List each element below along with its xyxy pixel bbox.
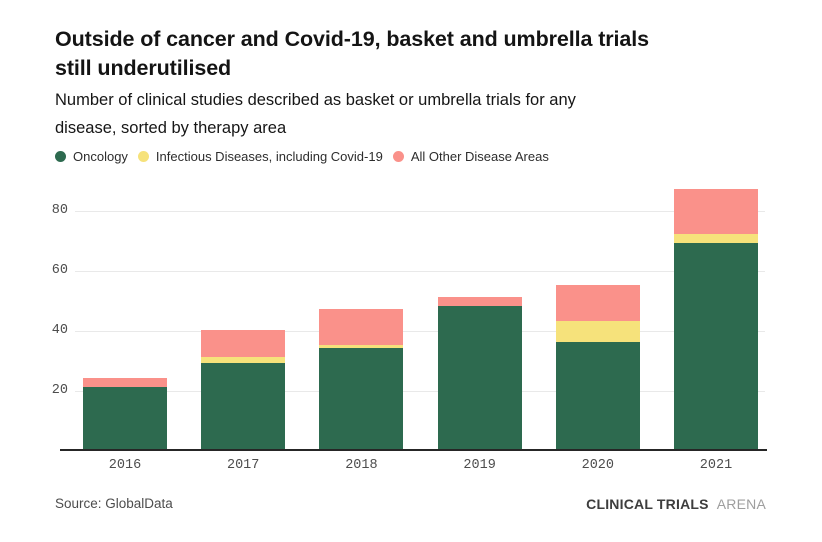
gridline-20: [75, 391, 765, 392]
chart-subtitle-line1: Number of clinical studies described as …: [55, 91, 576, 109]
legend-label: Infectious Diseases, including Covid-19: [155, 149, 383, 164]
gridline-80: [75, 211, 765, 212]
y-axis-tick-60: 60: [51, 263, 68, 278]
source-note: Source: GlobalData: [55, 496, 173, 511]
legend-label: Oncology: [73, 149, 128, 164]
chart-subtitle: Number of clinical studies described as …: [55, 87, 785, 142]
bar-segment-2017-oncology: [201, 363, 286, 450]
chart-title-line1: Outside of cancer and Covid-19, basket a…: [55, 27, 649, 51]
legend-item-other: All Other Disease Areas: [392, 149, 549, 164]
x-axis-tick-2018: 2018: [345, 458, 378, 473]
stacked-bar-2019: [437, 297, 522, 450]
x-axis-line: [60, 449, 767, 451]
chart-title: Outside of cancer and Covid-19, basket a…: [55, 25, 785, 83]
logo-bold-text: CLINICAL TRIALS: [586, 496, 709, 512]
x-axis-tick-2017: 2017: [226, 458, 260, 473]
legend-item-infectious: Infectious Diseases, including Covid-19: [137, 149, 383, 164]
chart-legend: Oncology Infectious Diseases, including …: [55, 149, 549, 164]
x-axis-tick-2016: 2016: [108, 458, 142, 473]
legend-label: All Other Disease Areas: [410, 149, 549, 164]
bar-segment-2017-all-other-disease-areas: [201, 330, 286, 357]
logo-light-text: ARENA: [716, 496, 766, 512]
x-axis-tick-2019: 2019: [463, 458, 496, 473]
chart-subtitle-line2: disease, sorted by therapy area: [55, 118, 287, 137]
stacked-bar-2018: [319, 309, 404, 450]
stacked-bar-2016: [83, 378, 167, 450]
y-axis-tick-80: 80: [51, 203, 68, 218]
other-dot-icon: [392, 151, 404, 162]
legend-item-oncology: Oncology: [55, 149, 128, 164]
stacked-bar-2020: [555, 285, 640, 450]
bar-segment-2020-infectious-diseases: [555, 321, 640, 342]
bar-segment-2019-all-other-disease-areas: [437, 297, 522, 306]
bar-segment-2021-infectious-diseases: [674, 234, 758, 243]
stacked-bar-2021: [674, 189, 758, 450]
bar-segment-2018-all-other-disease-areas: [319, 309, 404, 345]
x-axis-tick-2020: 2020: [581, 458, 614, 473]
bar-segment-2018-infectious-diseases: [319, 345, 404, 348]
clinical-trials-arena-logo: CLINICAL TRIALS ARENA: [586, 496, 766, 512]
infectious-dot-icon: [137, 151, 149, 162]
bar-segment-2019-oncology: [437, 306, 522, 450]
x-axis-tick-2021: 2021: [699, 458, 733, 473]
y-axis-tick-20: 20: [51, 383, 68, 398]
bar-segment-2021-oncology: [674, 243, 758, 450]
bar-segment-2017-infectious-diseases: [201, 357, 286, 363]
chart-title-line2: still underutilised: [55, 56, 232, 80]
bar-segment-2021-all-other-disease-areas: [674, 189, 758, 234]
bar-segment-2016-all-other-disease-areas: [83, 378, 167, 387]
bar-segment-2016-oncology: [83, 387, 167, 450]
stacked-bar-2017: [201, 330, 286, 450]
gridline-40: [75, 331, 765, 332]
bar-segment-2020-oncology: [555, 342, 640, 450]
bar-segment-2020-all-other-disease-areas: [555, 285, 640, 321]
bar-segment-2018-oncology: [319, 348, 404, 450]
oncology-dot-icon: [55, 151, 66, 162]
y-axis-tick-40: 40: [51, 323, 68, 338]
gridline-60: [75, 271, 765, 272]
bar-chart-plot-area: 20 40 60 80 2016 2017 2018 2019 2020 2021: [52, 189, 768, 473]
